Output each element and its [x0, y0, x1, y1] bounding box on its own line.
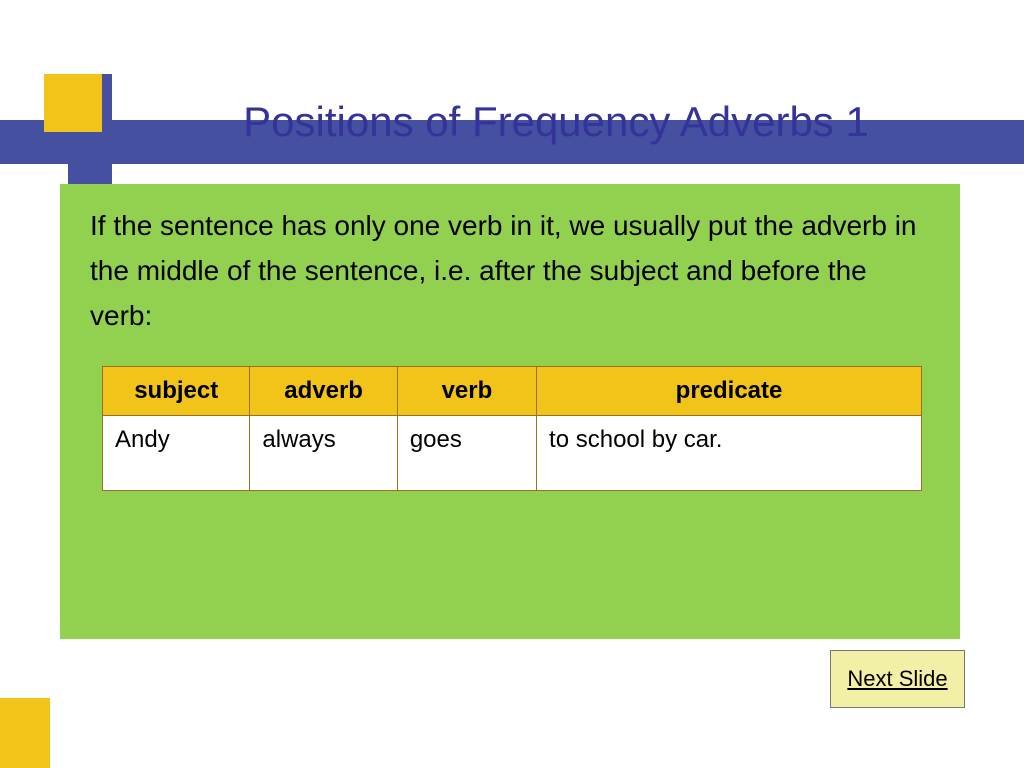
decor-square-bottom: [0, 698, 50, 768]
next-slide-label: Next Slide: [847, 666, 947, 692]
table-row: Andy always goes to school by car.: [103, 416, 922, 491]
decor-square-top: [44, 74, 102, 132]
example-table: subject adverb verb predicate Andy alway…: [102, 366, 922, 491]
slide-title: Positions of Frequency Adverbs 1: [128, 98, 984, 146]
th-predicate: predicate: [537, 367, 922, 416]
td-verb: goes: [397, 416, 536, 491]
rule-text: If the sentence has only one verb in it,…: [90, 204, 930, 338]
th-adverb: adverb: [250, 367, 397, 416]
td-subject: Andy: [103, 416, 250, 491]
next-slide-button[interactable]: Next Slide: [830, 650, 965, 708]
content-panel: If the sentence has only one verb in it,…: [60, 184, 960, 639]
th-verb: verb: [397, 367, 536, 416]
td-adverb: always: [250, 416, 397, 491]
td-predicate: to school by car.: [537, 416, 922, 491]
th-subject: subject: [103, 367, 250, 416]
table-header-row: subject adverb verb predicate: [103, 367, 922, 416]
